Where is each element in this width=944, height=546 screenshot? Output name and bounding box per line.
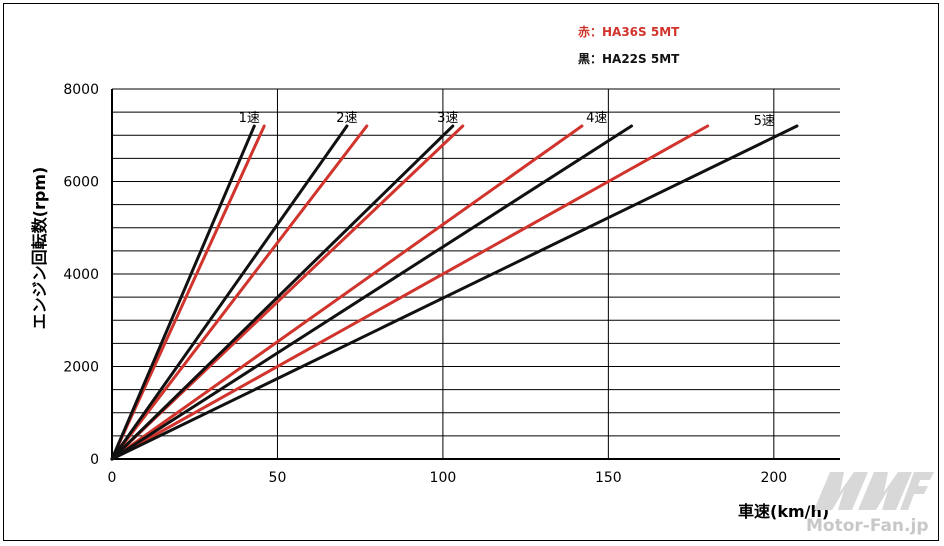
x-tick-label: 200 [760, 470, 787, 486]
y-tick-label: 8000 [63, 82, 99, 98]
series-line [110, 124, 349, 461]
series-line [110, 124, 634, 461]
y-axis-label: エンジン回転数(rpm) [30, 166, 49, 330]
series-line [110, 124, 256, 461]
watermark-text: Motor-Fan.jp [806, 516, 929, 536]
motor-fan-logo-icon [814, 472, 934, 510]
series-line [110, 124, 455, 461]
series-line [110, 124, 710, 461]
gear-label: 3速 [437, 111, 458, 126]
series-line [110, 124, 584, 461]
x-tick-label: 150 [595, 470, 622, 486]
x-tick-label: 100 [430, 470, 457, 486]
axes [111, 89, 840, 460]
y-tick-label: 2000 [63, 360, 99, 376]
y-tick-label: 0 [90, 452, 99, 468]
x-tick-label: 50 [269, 470, 287, 486]
series-line [110, 124, 369, 461]
legend-red-series: 赤：HA36S 5MT [578, 25, 680, 39]
gear-labels: 1速 2速 3速 4速 5速 [239, 111, 775, 129]
gear-label: 1速 [239, 111, 260, 126]
x-axis-label: 車速(km/h) [738, 502, 830, 521]
x-tick-label: 0 [108, 470, 117, 486]
series-line [110, 124, 799, 461]
legend-black-series: 黒：HA22S 5MT [578, 52, 680, 66]
gear-lines [110, 124, 799, 461]
chart-frame [3, 3, 939, 541]
y-tick-label: 4000 [63, 267, 99, 283]
grid-lines [112, 88, 840, 459]
gear-label: 5速 [754, 114, 775, 129]
gear-label: 2速 [336, 111, 357, 126]
gear-label: 4速 [586, 111, 607, 126]
y-tick-label: 6000 [63, 175, 99, 191]
series-line [110, 124, 266, 461]
